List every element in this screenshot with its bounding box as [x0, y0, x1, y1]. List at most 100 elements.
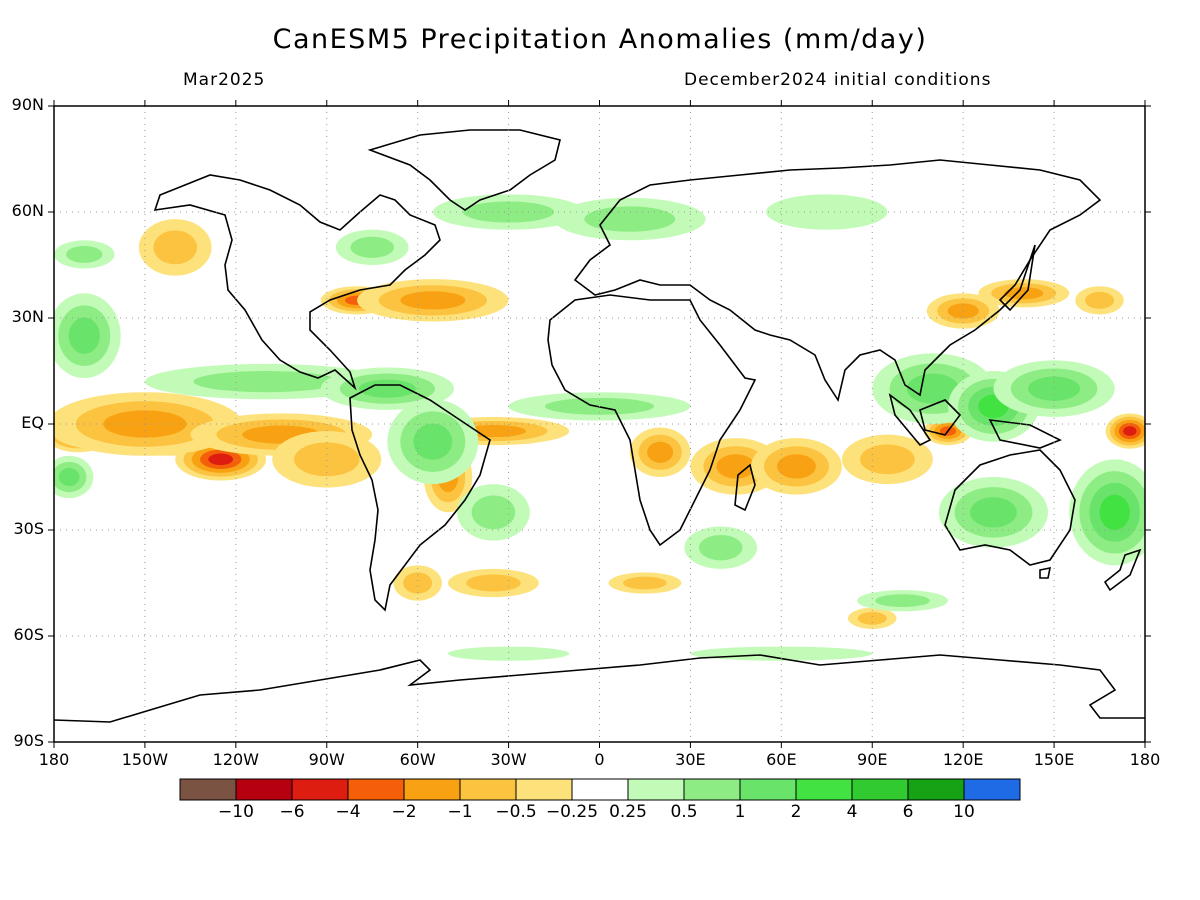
- colorbar: [179, 778, 1021, 801]
- colorbar-label: −6: [279, 802, 305, 822]
- colorbar-swatch: [851, 778, 909, 801]
- colorbar-label: −1: [447, 802, 473, 822]
- colorbar-label: −0.5: [495, 802, 537, 822]
- coast-africa: [547, 294, 757, 547]
- anomaly-blob-2-level-4: [208, 453, 234, 466]
- colorbar-label: −2: [391, 802, 417, 822]
- colorbar-label: 1: [734, 802, 746, 822]
- lon-label: 90E: [857, 750, 888, 769]
- coast-australia: [944, 449, 1076, 566]
- colorbar-swatch: [795, 778, 853, 801]
- anomaly-blob-8-level-2: [400, 291, 466, 310]
- lon-label: 60E: [766, 750, 797, 769]
- lon-label: 60W: [399, 750, 436, 769]
- coast-borneo: [919, 399, 962, 436]
- colorbar-swatch: [235, 778, 293, 801]
- lat-label: 60N: [11, 201, 44, 220]
- colorbar-swatch: [571, 778, 629, 801]
- anomaly-blob-42-level-0: [447, 646, 570, 661]
- anomaly-blob-30-level-1: [463, 201, 555, 223]
- anomaly-blob-40-level-1: [698, 534, 743, 561]
- lon-label: 30E: [675, 750, 706, 769]
- anomaly-blob-23-level-1: [857, 611, 887, 625]
- colorbar-label: 4: [846, 802, 858, 822]
- colorbar-swatch: [963, 778, 1021, 801]
- colorbar-swatch: [739, 778, 797, 801]
- anomaly-blob-16-level-2: [777, 454, 816, 479]
- anomaly-blob-28-level-2: [413, 423, 453, 460]
- lon-label: 150E: [1033, 750, 1075, 769]
- anomaly-blob-29-level-1: [471, 495, 516, 530]
- graticule: [54, 106, 1145, 742]
- lon-label: 150W: [121, 750, 169, 769]
- anomaly-blob-31-level-1: [350, 236, 395, 258]
- anomaly-blob-39-level-3: [1099, 494, 1130, 530]
- colorbar-swatch: [627, 778, 685, 801]
- anomaly-blob-35-level-2: [906, 373, 959, 404]
- lon-label: 120W: [212, 750, 259, 769]
- lon-label: 0: [594, 750, 605, 769]
- anomaly-blob-22-level-1: [1084, 291, 1115, 309]
- anomaly-blob-34-level-0: [766, 194, 888, 230]
- colorbar-label: 6: [902, 802, 914, 822]
- anomaly-blob-13-level-1: [623, 576, 667, 590]
- anomaly-blob-5-level-1: [294, 442, 360, 477]
- coast-tasmania: [1039, 566, 1052, 579]
- coast-new-guinea: [988, 419, 1062, 449]
- anomaly-blob-6-level-1: [153, 230, 198, 265]
- colorbar-swatch: [291, 778, 349, 801]
- map-title: CanESM5 Precipitation Anomalies (mm/day): [272, 24, 928, 55]
- anomaly-blob-14-level-2: [647, 441, 674, 463]
- anomaly-blob-11-level-1: [403, 572, 433, 594]
- anomaly-blob-44-level-1: [66, 245, 103, 263]
- coast-eurasia: [573, 159, 1102, 403]
- lat-label: EQ: [21, 413, 44, 432]
- anomaly-blob-43-level-0: [690, 646, 873, 661]
- lon-label: 30W: [490, 750, 527, 769]
- colorbar-label: 10: [953, 802, 975, 822]
- coastlines: [54, 129, 1145, 723]
- anomaly-blob-26-level-1: [193, 371, 339, 393]
- lat-label: 60S: [13, 625, 44, 644]
- anomaly-blob-25-level-2: [58, 467, 80, 487]
- lat-label: 30N: [11, 307, 44, 326]
- colorbar-label: −4: [335, 802, 361, 822]
- anomaly-blob-24-level-2: [68, 317, 100, 354]
- lon-label: 90W: [308, 750, 345, 769]
- colorbar-swatch: [347, 778, 405, 801]
- anomaly-blob-41-level-1: [875, 594, 930, 608]
- anomaly-blob-21-level-4: [1123, 426, 1137, 436]
- forecast-month: Mar2025: [183, 70, 266, 90]
- colorbar-label: 0.25: [609, 802, 647, 822]
- lat-label: 90N: [11, 95, 44, 114]
- coast-new-zealand: [1103, 548, 1142, 592]
- initial-conditions-label: December2024 initial conditions: [684, 70, 992, 90]
- lat-label: 30S: [13, 519, 44, 538]
- coast-antarctica: [54, 654, 1145, 723]
- anomaly-blob-27-level-2: [358, 379, 416, 398]
- anomaly-blob-17-level-1: [860, 444, 915, 475]
- colorbar-label: 0.5: [670, 802, 698, 822]
- axis-ticks: [48, 100, 1151, 748]
- coast-sumatra: [888, 393, 932, 446]
- anomaly-blob-15-level-2: [716, 454, 756, 479]
- colorbar-label: 2: [790, 802, 802, 822]
- coast-japan: [998, 244, 1036, 312]
- colorbar-swatch: [403, 778, 461, 801]
- colorbar-swatch: [907, 778, 965, 801]
- anomaly-blob-38-level-2: [970, 497, 1017, 528]
- lat-label: 90S: [13, 731, 44, 750]
- anomaly-blob-33-level-1: [584, 206, 676, 232]
- colorbar-label: −0.25: [545, 802, 599, 822]
- lon-label: 180: [1129, 750, 1161, 769]
- coast-greenland: [367, 129, 561, 211]
- lon-label: 180: [38, 750, 70, 769]
- anomaly-field: [54, 194, 1145, 661]
- colorbar-swatch: [515, 778, 573, 801]
- coast-madagascar: [734, 463, 756, 512]
- lon-label: 120E: [942, 750, 984, 769]
- coast-north-america: [153, 174, 441, 391]
- colorbar-swatch: [459, 778, 517, 801]
- colorbar-swatch: [683, 778, 741, 801]
